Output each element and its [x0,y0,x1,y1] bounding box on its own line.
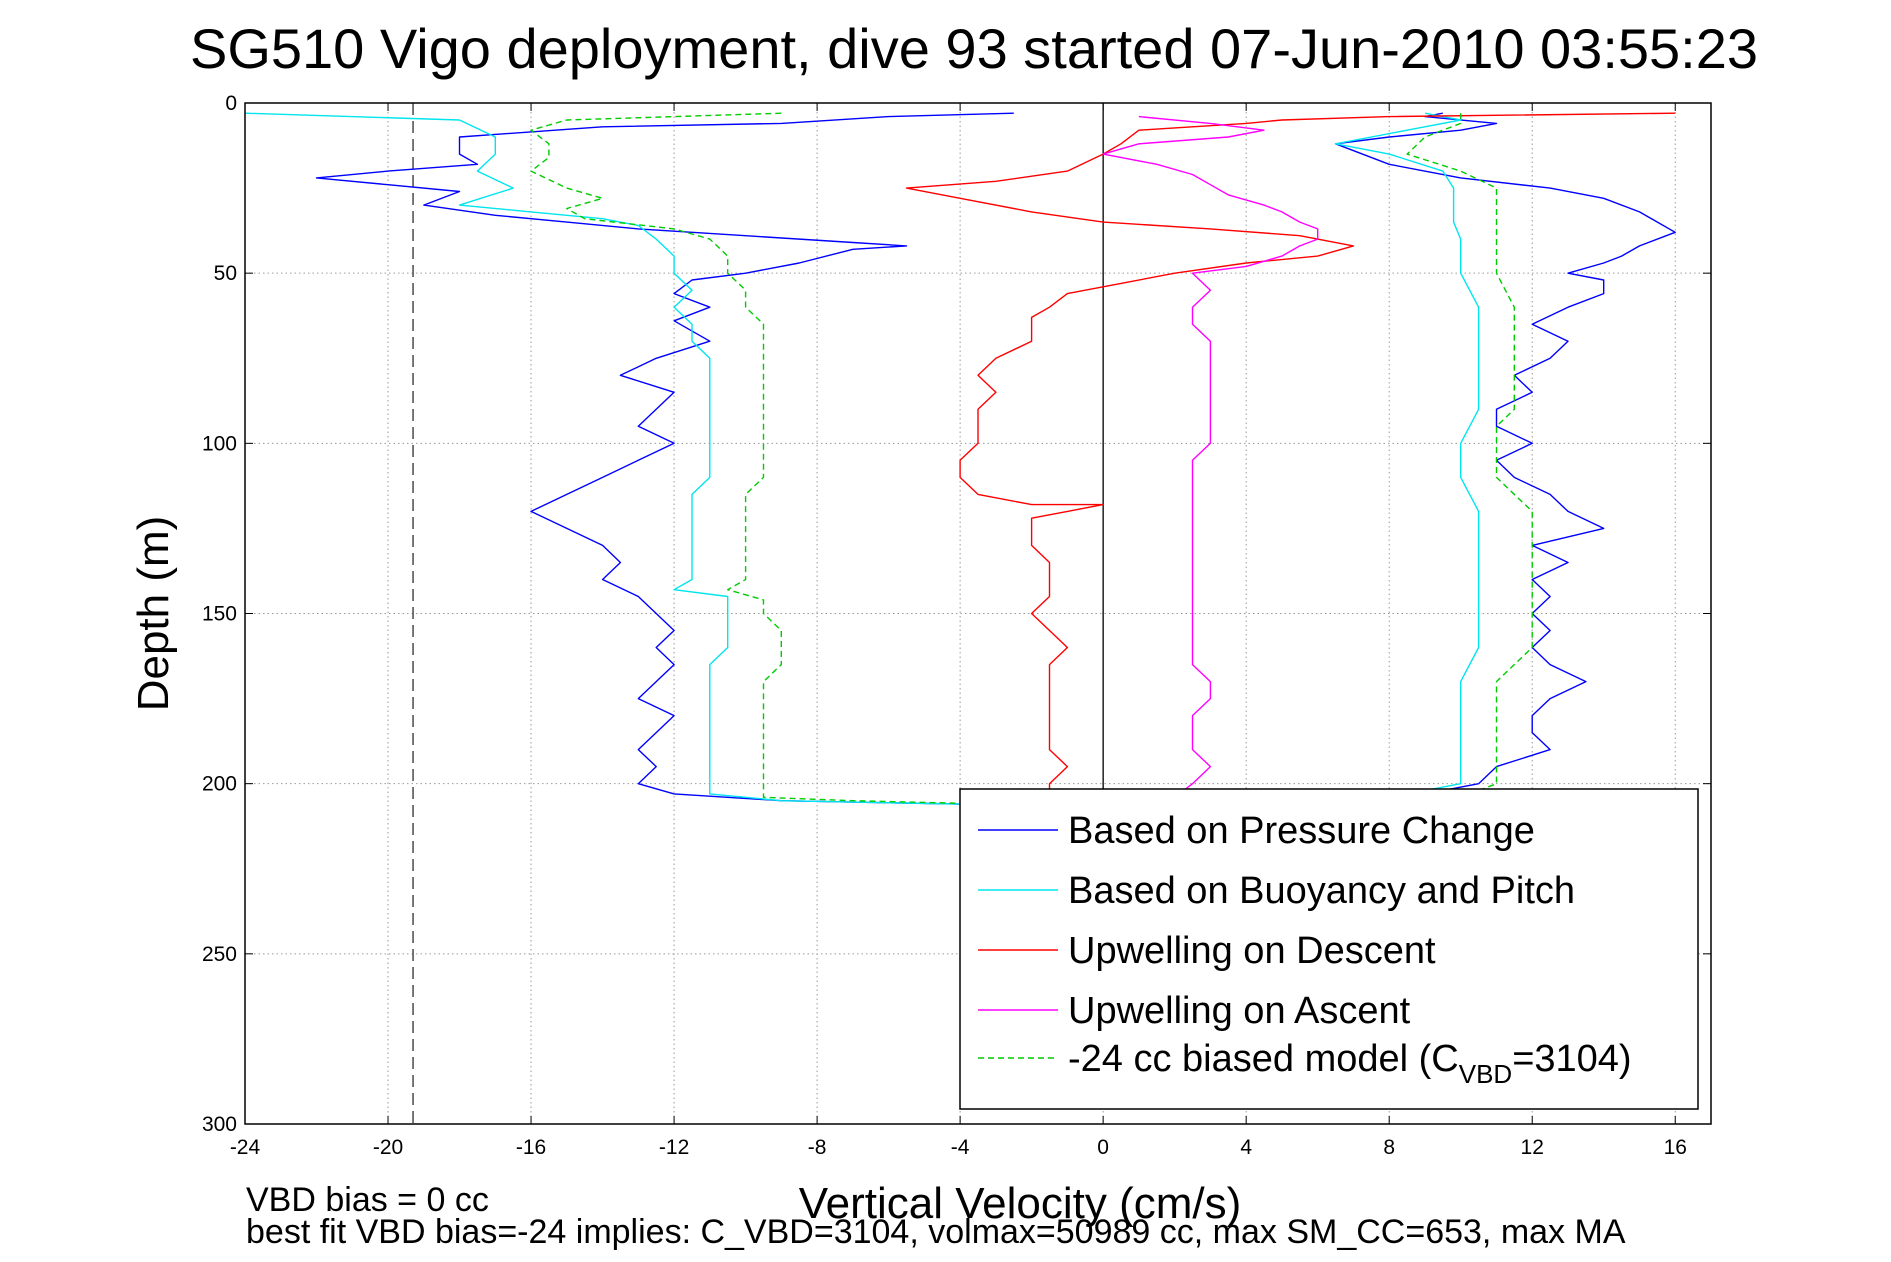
reference-lines [412,103,1104,1124]
legend-label-text: Upwelling on Descent [1068,930,1436,972]
x-tick-label: 16 [1664,1136,1687,1159]
y-tick-label: 100 [202,432,237,455]
series-layer [244,112,1676,809]
legend-box [959,788,1699,1110]
best-fit-note: best fit VBD bias=-24 implies: C_VBD=310… [246,1213,1626,1251]
x-tick-label: 8 [1383,1136,1395,1159]
legend-label-2: Upwelling on Descent [1068,930,1436,972]
x-tick-label: -4 [951,1136,970,1159]
x-tick-label: 4 [1240,1136,1252,1159]
x-tick-label: 12 [1521,1136,1544,1159]
x-tick-label: -12 [659,1136,689,1159]
legend-label-1: Based on Buoyancy and Pitch [1068,870,1575,912]
x-tick-label: -8 [808,1136,827,1159]
chart-title: SG510 Vigo deployment, dive 93 started 0… [190,17,1758,80]
legend-label-4: -24 cc biased model (CVBD=3104) [1068,1038,1632,1089]
y-tick-label: 200 [202,773,237,796]
y-axis-label: Depth (m) [129,516,178,712]
x-tick-label: -20 [373,1136,403,1159]
legend-label-suffix: =3104) [1512,1038,1631,1080]
plot-frame [244,102,1712,1125]
y-tick-label: 50 [214,262,237,285]
y-tick-label: 250 [202,943,237,966]
legend: Based on Pressure Change Based on Buoyanc… [959,788,1699,1110]
x-tick-label: -24 [230,1136,261,1159]
y-tick-label: 150 [202,603,237,626]
legend-label-text: Based on Pressure Change [1068,810,1535,852]
vbd-bias-note: VBD bias = 0 cc [246,1181,489,1219]
series-line-4 [530,112,1533,809]
y-tick-label: 300 [202,1113,237,1136]
legend-label-subscript: VBD [1459,1059,1512,1089]
x-axis-label: Vertical Velocity (cm/s) [799,1179,1242,1228]
legend-label-text: -24 cc biased model (C [1068,1038,1459,1080]
series-line-1 [244,112,1480,809]
legend-label-0: Based on Pressure Change [1068,810,1535,852]
y-tick-labels: 0 50 100 150 200 250 300 [202,92,237,1136]
y-tick-label: 0 [225,92,237,115]
legend-label-3: Upwelling on Ascent [1068,990,1411,1032]
x-tick-label: 0 [1097,1136,1109,1159]
x-tick-labels: -24 -20 -16 -12 -8 -4 0 4 8 12 16 [230,1136,1687,1159]
series-line-2 [905,112,1676,794]
series-line-3 [1102,115,1319,798]
series-line-0 [315,112,1676,809]
legend-label-text: Upwelling on Ascent [1068,990,1411,1032]
x-tick-label: -16 [516,1136,546,1159]
legend-label-text: Based on Buoyancy and Pitch [1068,870,1575,912]
